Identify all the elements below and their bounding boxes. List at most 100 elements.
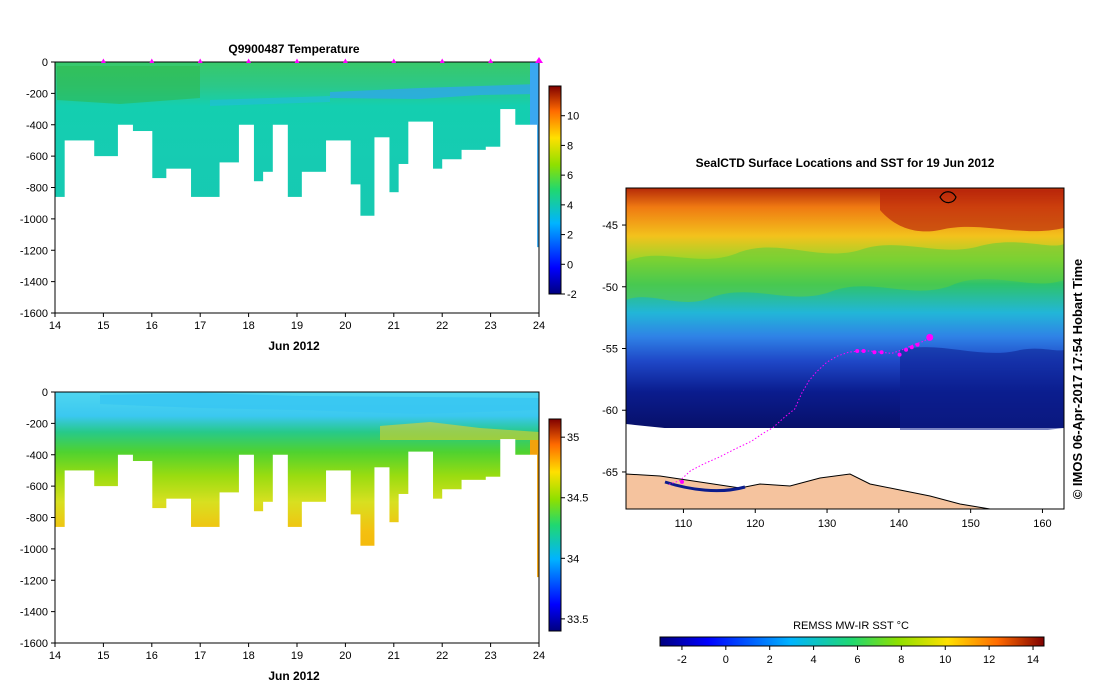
- colorbar-tick-label: -2: [567, 289, 577, 301]
- nodata-column: [398, 163, 409, 313]
- coastal-sst-strip: [664, 480, 746, 493]
- nodata-column: [301, 171, 327, 313]
- nodata-column: [272, 454, 288, 643]
- salinity-x-axis: 14 15 16 17 18 19 20 21 22 23 24: [49, 643, 545, 662]
- salinity-section-plot: [55, 392, 539, 643]
- y-tick-label: -1000: [20, 214, 48, 226]
- nodata-column: [166, 168, 192, 313]
- y-tick-label: -1200: [20, 575, 48, 587]
- x-tick-label: 18: [242, 320, 254, 332]
- profile-marker: [100, 58, 106, 63]
- nodata-column: [536, 577, 539, 643]
- y-tick-label: -400: [26, 450, 48, 462]
- lat-tick-label: -55: [602, 344, 618, 356]
- x-tick-label: 20: [339, 650, 351, 662]
- nodata-column: [500, 439, 516, 643]
- surface-location-point: [872, 350, 877, 355]
- nodata-column: [64, 140, 95, 313]
- nodata-column: [461, 149, 487, 313]
- x-tick-label: 24: [533, 650, 545, 662]
- nodata-column: [253, 511, 264, 643]
- x-tick-label: 23: [484, 320, 496, 332]
- map-longitude-axis: 110 120 130 140 150 160: [675, 509, 1052, 530]
- profile-marker: [535, 57, 543, 63]
- nodata-column: [536, 247, 539, 313]
- colorbar-tick-label: 6: [567, 170, 573, 182]
- profile-marker: [439, 58, 445, 63]
- nodata-column: [432, 168, 443, 313]
- nodata-column: [151, 178, 167, 313]
- nodata-column: [408, 451, 434, 643]
- nodata-column: [93, 486, 119, 643]
- x-tick-label: 15: [97, 650, 109, 662]
- nodata-column: [350, 514, 361, 643]
- nodata-column: [514, 124, 538, 313]
- nodata-column: [408, 121, 434, 313]
- nodata-column: [55, 196, 66, 313]
- x-tick-label: 24: [533, 320, 545, 332]
- colorbar-tick-label: 33.5: [567, 614, 588, 626]
- nodata-column: [287, 196, 303, 313]
- temperature-nodata-mask: [55, 109, 539, 313]
- salinity-salty-patch: [380, 422, 539, 440]
- surface-location-point: [926, 333, 934, 341]
- sst-map-panel: SealCTD Surface Locations and SST for 19…: [602, 156, 1085, 666]
- profile-marker: [342, 58, 348, 63]
- temperature-xlabel: Jun 2012: [268, 339, 320, 353]
- colorbar-tick-label: 2: [567, 230, 573, 242]
- temperature-title: Q9900487 Temperature: [228, 42, 360, 56]
- y-tick-label: -400: [26, 120, 48, 132]
- seal-track-line: [668, 336, 930, 485]
- temperature-section-plot: [55, 62, 539, 313]
- sst-colorbar-tick-label: 6: [854, 654, 860, 666]
- y-tick-label: -600: [26, 151, 48, 163]
- nodata-column: [432, 498, 443, 643]
- nodata-column: [514, 454, 538, 643]
- nodata-column: [117, 124, 133, 313]
- temperature-profile-markers: [100, 57, 543, 63]
- temperature-cool-layer: [210, 96, 330, 106]
- nodata-column: [374, 467, 390, 643]
- sst-colorbar: [659, 636, 1045, 647]
- nodata-column: [190, 196, 221, 313]
- x-tick-label: 22: [436, 320, 448, 332]
- nodata-column: [442, 489, 463, 643]
- colorbar-tick-label: 35: [567, 432, 579, 444]
- x-tick-label: 17: [194, 650, 206, 662]
- sst-map-plot: [626, 188, 1064, 509]
- x-tick-label: 16: [146, 320, 158, 332]
- x-tick-label: 22: [436, 650, 448, 662]
- y-tick-label: -600: [26, 481, 48, 493]
- y-tick-label: 0: [42, 387, 48, 399]
- salinity-nodata-mask: [55, 439, 539, 643]
- lat-tick-label: -45: [602, 220, 618, 232]
- nodata-column: [151, 508, 167, 643]
- x-tick-label: 23: [484, 650, 496, 662]
- surface-location-point: [909, 345, 914, 350]
- y-tick-label: -1200: [20, 245, 48, 257]
- colorbar-tick-label: 4: [567, 200, 573, 212]
- nodata-column: [190, 526, 221, 643]
- salinity-y-axis: 0 -200 -400 -600 -800 -1000 -1200 -1400 -1600: [20, 387, 55, 650]
- surface-location-point: [855, 348, 860, 353]
- surface-location-point: [879, 350, 884, 355]
- nodata-column: [272, 124, 288, 313]
- sst-front-band: [626, 242, 1064, 302]
- nodata-column: [238, 454, 254, 643]
- lon-tick-label: 150: [961, 518, 979, 530]
- nodata-column: [263, 501, 274, 643]
- nodata-column: [326, 140, 351, 313]
- y-tick-label: -200: [26, 418, 48, 430]
- lat-tick-label: -60: [602, 405, 618, 417]
- island-outline: [939, 191, 957, 204]
- sst-warm-patch: [880, 190, 1064, 232]
- lat-tick-label: -50: [602, 282, 618, 294]
- sst-colorbar-tick-label: 0: [723, 654, 729, 666]
- x-tick-label: 21: [388, 650, 400, 662]
- sst-colorbar-label: REMSS MW-IR SST °C: [793, 620, 909, 632]
- profile-marker: [149, 58, 155, 63]
- nodata-column: [398, 493, 409, 643]
- sst-colorbar-ticks: -2 0 2 4 6 8 10 12 14: [677, 646, 1039, 666]
- temperature-warm-layer: [57, 66, 200, 104]
- nodata-column: [132, 461, 153, 643]
